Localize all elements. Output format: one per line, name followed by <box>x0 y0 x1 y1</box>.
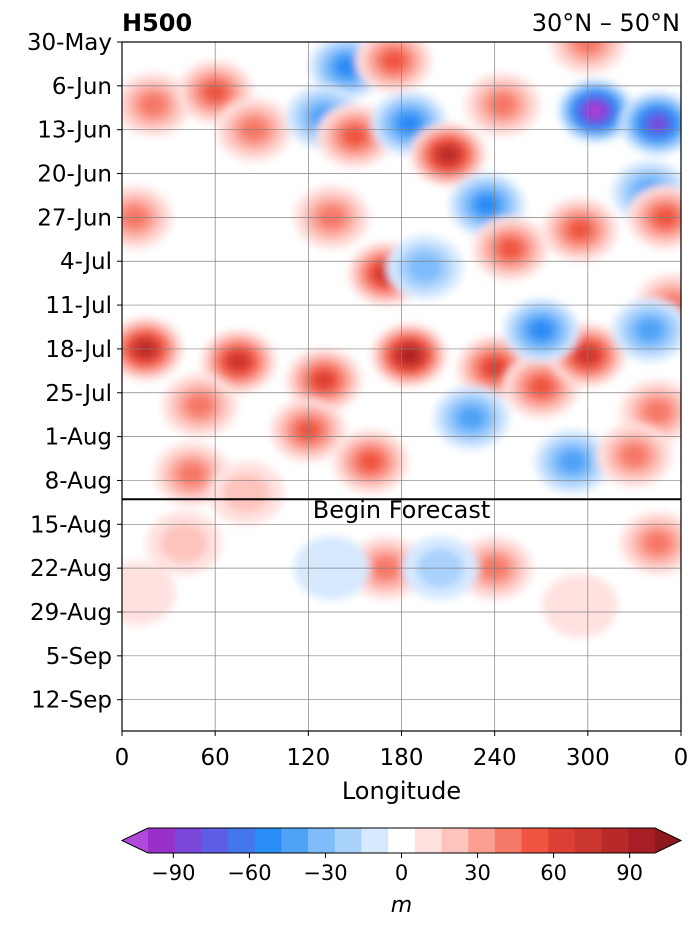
anomaly-contour <box>621 444 648 467</box>
y-tick-label: 25-Jul <box>45 381 112 407</box>
x-axis: 0 60 120 180 240 300 0 <box>115 731 689 771</box>
y-tick-label: 11-Jul <box>45 293 112 319</box>
colorbar-swatch <box>148 828 176 853</box>
anomaly-contour <box>230 354 247 369</box>
x-tick-label: 120 <box>286 745 330 771</box>
y-tick-label: 30-May <box>27 30 112 56</box>
colorbar-swatch <box>574 828 603 853</box>
colorbar-swatch <box>308 828 336 853</box>
colorbar-swatch <box>281 828 309 853</box>
y-tick-label: 22-Aug <box>30 556 112 582</box>
anomaly-contour <box>499 239 522 258</box>
colorbar-swatch <box>388 828 416 853</box>
y-tick-label: 29-Aug <box>30 600 112 626</box>
anomaly-contour <box>314 372 334 389</box>
anomaly-contour <box>336 57 359 77</box>
colorbar-under-arrow <box>122 828 148 853</box>
anomaly-contour <box>344 126 366 146</box>
y-tick-label: 27-Jun <box>37 205 112 231</box>
colorbar-tick-label: −60 <box>227 861 271 885</box>
chart-title-left: H500 <box>122 9 192 37</box>
anomaly-contour <box>160 523 208 563</box>
anomaly-contour <box>139 93 167 116</box>
anomaly-contour <box>636 319 664 342</box>
colorbar-swatch <box>628 828 656 853</box>
colorbar-tick-label: 30 <box>464 861 491 885</box>
colorbar-swatch <box>414 828 443 853</box>
y-axis: 30-May 6-Jun 13-Jun 20-Jun 27-Jun 4-Jul 11-Jul… <box>27 30 122 714</box>
anomaly-contour <box>569 220 591 240</box>
x-tick-label: 0 <box>115 745 130 771</box>
anomaly-contour <box>530 321 553 340</box>
colorbar-swatch <box>441 828 469 853</box>
colorbar-swatch <box>174 828 202 853</box>
anomaly-field <box>122 42 681 731</box>
colorbar-tick-label: −30 <box>303 861 347 885</box>
anomaly-contour <box>398 114 421 133</box>
anomaly-contour <box>542 573 619 638</box>
x-tick-label: 180 <box>380 745 424 771</box>
colorbar: −90 −60 −30 0 30 60 90 <box>120 827 683 885</box>
y-tick-label: 12-Sep <box>31 688 112 714</box>
anomaly-contour <box>440 148 456 161</box>
y-tick-label: 18-Jul <box>45 337 112 363</box>
colorbar-swatch <box>521 828 549 853</box>
x-axis-label: Longitude <box>342 777 461 805</box>
x-tick-label: 240 <box>473 745 517 771</box>
anomaly-contour <box>402 349 416 361</box>
anomaly-contour <box>476 195 498 214</box>
y-tick-label: 13-Jun <box>37 118 112 144</box>
colorbar-swatch <box>494 828 523 853</box>
chart-title-right: 30°N – 50°N <box>532 9 680 37</box>
colorbar-swatch <box>254 828 282 853</box>
colorbar-tick-label: −90 <box>151 861 195 885</box>
anomaly-contour <box>650 117 665 130</box>
y-tick-label: 20-Jun <box>37 162 112 188</box>
colorbar-swatch <box>361 828 389 853</box>
colorbar-swatch <box>468 828 496 853</box>
anomaly-contour <box>407 253 442 282</box>
colorbar-swatch <box>601 828 629 853</box>
anomaly-contour <box>178 463 206 486</box>
anomaly-contour <box>186 394 213 417</box>
anomaly-contour <box>122 561 176 626</box>
colorbar-swatch <box>228 828 256 853</box>
anomaly-contour <box>359 452 382 471</box>
colorbar-label: m <box>391 893 412 918</box>
anomaly-contour <box>644 400 671 423</box>
anomaly-contour <box>458 406 485 429</box>
x-tick-label: 0 <box>674 745 689 771</box>
colorbar-swatch <box>548 828 576 853</box>
anomaly-contour <box>644 531 671 555</box>
x-tick-label: 300 <box>566 745 610 771</box>
anomaly-contour <box>559 450 586 473</box>
anomaly-contour <box>489 93 516 116</box>
y-tick-label: 8-Aug <box>45 468 112 494</box>
colorbar-tick-label: 60 <box>540 861 567 885</box>
y-tick-label: 6-Jun <box>52 74 112 100</box>
anomaly-contour <box>589 106 602 116</box>
colorbar-over-arrow <box>655 828 681 853</box>
anomaly-contour <box>382 51 405 70</box>
anomaly-contour <box>222 473 270 513</box>
colorbar-tick-label: 90 <box>616 861 643 885</box>
begin-forecast-label: Begin Forecast <box>313 496 491 524</box>
colorbar-swatch <box>334 828 362 853</box>
colorbar-swatch <box>201 828 229 853</box>
y-tick-label: 15-Aug <box>30 512 112 538</box>
colorbar-tick-label: 0 <box>395 861 408 885</box>
y-tick-label: 5-Sep <box>46 644 112 670</box>
anomaly-contour <box>530 377 553 396</box>
x-tick-label: 60 <box>201 745 230 771</box>
y-tick-label: 4-Jul <box>60 249 112 275</box>
y-tick-label: 1-Aug <box>45 425 112 451</box>
